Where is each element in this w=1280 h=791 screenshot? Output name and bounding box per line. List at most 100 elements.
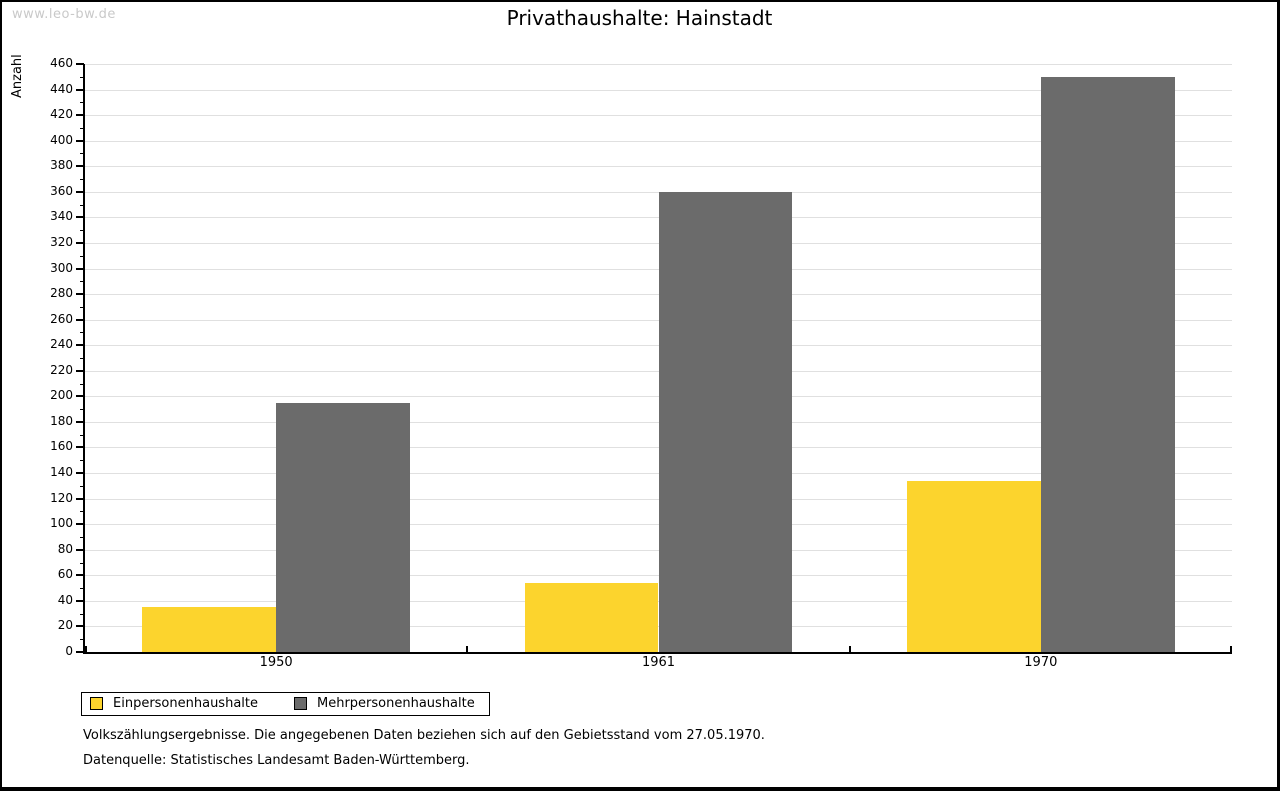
y-axis-major-tick xyxy=(76,88,84,91)
x-axis-category-label: 1961 xyxy=(641,655,676,670)
gridline xyxy=(85,115,1232,117)
plot-area: 0 20 40 60 80 100 120 140 160 180 200 220 240 260 280 3… xyxy=(50,56,1232,670)
y-axis-minor-tick xyxy=(80,639,84,641)
y-axis-tick-label: 420 xyxy=(50,107,73,122)
y-axis-minor-tick xyxy=(80,127,84,129)
y-axis-tick-label: 460 xyxy=(50,56,73,70)
y-axis-minor-tick xyxy=(80,460,84,462)
y-axis-tick-label: 260 xyxy=(50,311,73,326)
y-axis-major-tick xyxy=(76,114,84,117)
y-axis-minor-tick xyxy=(80,102,84,104)
y-axis-minor-tick xyxy=(80,409,84,411)
y-axis-minor-tick xyxy=(80,613,84,615)
legend-swatch-icon xyxy=(294,697,307,710)
bar-einpersonenhaushalte-1950 xyxy=(142,607,277,652)
bar-einpersonenhaushalte-1970 xyxy=(907,480,1041,652)
y-axis-minor-tick xyxy=(80,511,84,513)
y-axis-title: Anzahl xyxy=(10,54,25,98)
y-axis-tick-label: 240 xyxy=(50,337,73,352)
y-axis-major-tick xyxy=(76,497,84,500)
y-axis-minor-tick xyxy=(80,562,84,564)
y-axis-tick-label: 400 xyxy=(50,132,73,147)
y-axis-major-tick xyxy=(76,472,84,475)
legend: Einpersonenhaushalte Mehrpersonenhaushalt… xyxy=(81,692,490,716)
y-axis-tick-label: 100 xyxy=(50,516,73,531)
footer-note: Volkszählungsergebnisse. Die angegebenen… xyxy=(83,728,765,743)
y-axis-major-tick xyxy=(76,241,84,244)
y-axis-tick-label: 280 xyxy=(50,286,73,301)
y-axis-minor-tick xyxy=(80,230,84,232)
y-axis-minor-tick xyxy=(80,255,84,257)
y-axis-major-tick xyxy=(76,651,84,653)
y-axis-minor-tick xyxy=(80,434,84,436)
y-axis-major-tick xyxy=(76,574,84,577)
y-axis-minor-tick xyxy=(80,179,84,181)
y-axis-major-tick xyxy=(76,548,84,551)
y-axis-tick-label: 120 xyxy=(50,490,73,505)
x-axis-tick xyxy=(848,646,851,652)
y-axis-minor-tick xyxy=(80,153,84,155)
y-axis-major-tick xyxy=(76,420,84,423)
y-axis-minor-tick xyxy=(80,204,84,206)
footer-source: Datenquelle: Statistisches Landesamt Bad… xyxy=(83,753,470,768)
legend-item: Mehrpersonenhaushalte xyxy=(294,696,475,711)
y-axis-major-tick xyxy=(76,318,84,321)
y-axis-tick-label: 140 xyxy=(50,465,73,480)
y-axis-minor-tick xyxy=(80,536,84,538)
y-axis-minor-tick xyxy=(80,383,84,385)
bar-mehrpersonenhaushalte-1950 xyxy=(276,402,410,652)
y-axis-tick-label: 60 xyxy=(57,567,73,582)
y-axis-tick-label: 340 xyxy=(50,209,73,224)
y-axis-minor-tick xyxy=(80,281,84,283)
y-axis-major-tick xyxy=(76,216,84,219)
y-axis-major-tick xyxy=(76,267,84,270)
gridline xyxy=(85,166,1232,168)
y-axis-major-tick xyxy=(76,165,84,168)
y-axis-major-tick xyxy=(76,63,84,65)
y-axis-major-tick xyxy=(76,599,84,602)
y-axis-tick-label: 220 xyxy=(50,362,73,377)
y-axis-major-tick xyxy=(76,139,84,142)
y-axis-major-tick xyxy=(76,369,84,372)
y-axis-tick-label: 80 xyxy=(57,541,73,556)
legend-label: Einpersonenhaushalte xyxy=(113,696,258,711)
y-axis-tick-label: 360 xyxy=(50,183,73,198)
legend-item: Einpersonenhaushalte xyxy=(90,696,258,711)
y-axis-major-tick xyxy=(76,395,84,398)
chart-title: Privathaushalte: Hainstadt xyxy=(506,6,773,30)
y-axis-tick-label: 0 xyxy=(65,644,73,658)
x-axis-tick xyxy=(466,646,469,652)
y-axis-minor-tick xyxy=(80,76,84,78)
y-axis-major-tick xyxy=(76,190,84,193)
x-axis-tick xyxy=(1230,646,1232,652)
y-axis-minor-tick xyxy=(80,588,84,590)
watermark: www.leo-bw.de xyxy=(12,7,116,22)
y-axis-tick-label: 300 xyxy=(50,260,73,275)
bar-einpersonenhaushalte-1961 xyxy=(524,582,659,652)
y-axis-tick-label: 440 xyxy=(50,81,73,96)
y-axis-major-tick xyxy=(76,523,84,526)
gridline xyxy=(85,140,1232,142)
y-axis-tick-label: 20 xyxy=(57,618,73,633)
y-axis-minor-tick xyxy=(80,358,84,359)
bar-mehrpersonenhaushalte-1961 xyxy=(658,191,793,652)
y-axis-minor-tick xyxy=(80,485,84,487)
y-axis-tick-label: 180 xyxy=(50,413,73,428)
gridline xyxy=(85,89,1232,91)
x-axis-category-label: 1970 xyxy=(1024,655,1058,670)
y-axis-tick-label: 160 xyxy=(50,439,73,454)
y-axis-major-tick xyxy=(76,293,84,296)
y-axis-tick-label: 320 xyxy=(50,234,73,249)
gridline xyxy=(85,64,1232,65)
y-axis-major-tick xyxy=(76,625,84,628)
y-axis-tick-label: 200 xyxy=(50,388,73,403)
y-axis-tick-label: 40 xyxy=(57,592,73,607)
y-axis-tick-label: 380 xyxy=(50,158,73,173)
legend-label: Mehrpersonenhaushalte xyxy=(317,696,475,711)
y-axis-minor-tick xyxy=(80,306,84,308)
y-axis-major-tick xyxy=(76,446,84,449)
bar-mehrpersonenhaushalte-1970 xyxy=(1040,76,1175,652)
y-axis-major-tick xyxy=(76,344,84,347)
legend-swatch-icon xyxy=(90,697,103,710)
